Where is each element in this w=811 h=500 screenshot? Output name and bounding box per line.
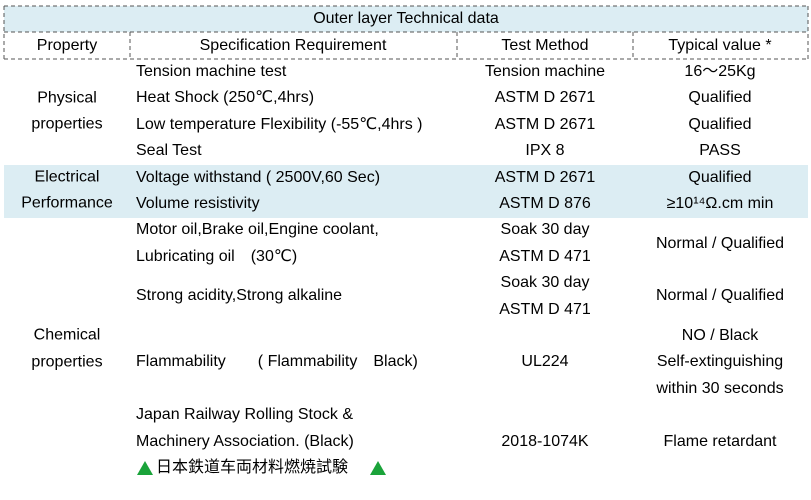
method-text: ASTM D 2671: [494, 115, 596, 133]
value-text: Qualified: [688, 168, 752, 186]
method-text: ASTM D 2671: [494, 89, 596, 107]
value-text: Normal / Qualified: [655, 287, 785, 305]
method-text: ASTM D 2671: [494, 168, 596, 186]
method-text: Soak 30 day: [500, 274, 590, 292]
value-text: Qualified: [688, 89, 752, 107]
spec-text: Machinery Association. (Black): [136, 432, 354, 450]
spec-text: Strong acidity,Strong alkaline: [136, 287, 343, 305]
spec-text: 日本鉄道车両材料燃焼試験: [156, 459, 349, 476]
value-text: 16～25Kg: [684, 63, 756, 80]
method-text: Soak 30 day: [500, 221, 590, 239]
method-text: IPX 8: [525, 142, 565, 160]
method-text: ASTM D 471: [499, 247, 591, 265]
triangle-icon: [137, 461, 153, 475]
spec-text: Flammability ( Flammability Black): [136, 353, 418, 371]
value-text: NO / Black: [681, 327, 759, 344]
property-label: Electrical Performance: [21, 168, 113, 212]
value-text: ≥10¹⁴Ω.cm min: [666, 195, 774, 212]
value-text: Flame retardant: [663, 432, 777, 450]
header: Property: [36, 37, 98, 54]
header: Specification Requirement: [199, 37, 387, 54]
spec-text: Japan Railway Rolling Stock &: [136, 406, 353, 424]
spec-text: Motor oil,Brake oil,Engine coolant,: [136, 221, 379, 239]
property-label: Chemical properties: [31, 326, 103, 371]
electrical-band: [4, 165, 808, 218]
header: Typical value *: [668, 37, 772, 54]
method-text: ASTM D 876: [499, 195, 591, 212]
spec-text: Seal Test: [136, 142, 202, 160]
spec-text: Volume resistivity: [136, 195, 260, 212]
method-text: ASTM D 471: [499, 300, 591, 318]
method-text: Tension machine: [484, 63, 606, 80]
spec-text: Heat Shock (250℃,4hrs): [136, 89, 315, 107]
spec-text: Voltage withstand ( 2500V,60 Sec): [136, 168, 381, 186]
table-title: Outer layer Technical data: [313, 10, 499, 27]
header: Test Method: [501, 37, 589, 54]
value-text: PASS: [699, 142, 741, 160]
dashed-borders: [3, 5, 809, 60]
value-text: Normal / Qualified: [655, 234, 785, 252]
method-text: 2018-1074K: [501, 432, 589, 450]
value-text: Qualified: [688, 115, 752, 133]
method-text: UL224: [521, 353, 569, 371]
property-label: Physical properties: [31, 89, 103, 133]
triangle-icon: [370, 461, 386, 475]
value-text: within 30 seconds: [656, 379, 784, 397]
value-text: Self-extinguishing: [656, 353, 784, 371]
spec-text: Low temperature Flexibility (-55℃,4hrs ): [136, 115, 423, 133]
spec-text: Tension machine test: [136, 63, 287, 80]
title-band: [4, 6, 808, 32]
spec-text: Lubricating oil (30℃): [136, 247, 298, 265]
